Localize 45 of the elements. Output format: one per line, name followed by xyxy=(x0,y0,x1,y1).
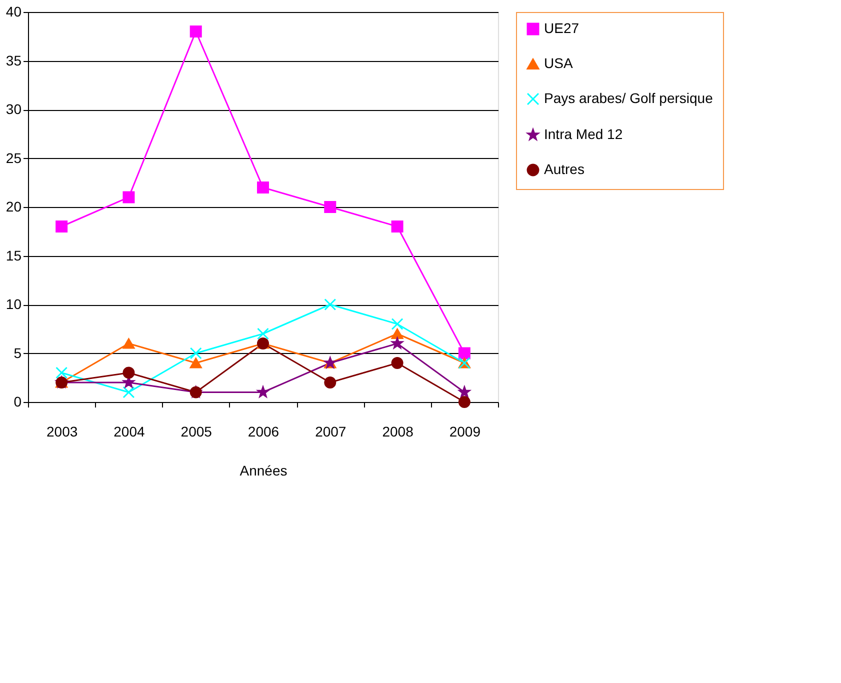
point xyxy=(391,328,404,340)
point xyxy=(458,347,470,360)
point xyxy=(458,386,470,398)
point xyxy=(257,182,269,194)
point xyxy=(122,386,135,398)
point xyxy=(257,386,269,398)
point xyxy=(56,366,68,379)
y-tick-label: 15 xyxy=(6,247,22,264)
point xyxy=(458,396,470,408)
x-axis-title: Années xyxy=(240,462,288,478)
y-tick-label: 20 xyxy=(6,198,22,214)
legend-label: Pays arabes/ Golf persique xyxy=(544,90,714,106)
legend-label: Autres xyxy=(544,161,584,177)
x-tick-label: 2004 xyxy=(114,424,145,440)
x-tick-label: 2009 xyxy=(449,424,481,440)
y-tick-label: 30 xyxy=(6,101,22,117)
point xyxy=(190,358,202,368)
legend-label: Intra Med 12 xyxy=(544,126,623,142)
point xyxy=(391,220,404,232)
x-tick-label: 2005 xyxy=(180,424,212,440)
point xyxy=(324,201,336,213)
x-tick-label: 2007 xyxy=(315,424,346,440)
x-tick-label: 2003 xyxy=(46,424,78,440)
y-tick-label: 10 xyxy=(6,296,22,312)
point xyxy=(190,347,202,360)
x-tick-label: 2008 xyxy=(382,424,414,440)
point xyxy=(391,357,404,369)
x-tick-label: 2006 xyxy=(248,424,280,440)
point xyxy=(324,298,336,310)
point xyxy=(324,376,336,388)
point xyxy=(56,220,68,232)
point xyxy=(122,338,135,349)
legend-label: UE27 xyxy=(544,20,580,36)
point xyxy=(392,338,404,348)
point xyxy=(391,318,404,330)
point xyxy=(257,328,269,340)
y-tick-label: 5 xyxy=(14,344,22,361)
point xyxy=(122,366,135,379)
y-tick-label: 40 xyxy=(6,4,22,20)
point xyxy=(190,26,202,38)
legend-label: USA xyxy=(544,55,574,71)
y-tick-label: 35 xyxy=(6,52,22,68)
y-tick-label: 0 xyxy=(14,394,22,410)
point xyxy=(122,191,135,204)
y-tick-label: 25 xyxy=(6,150,22,166)
